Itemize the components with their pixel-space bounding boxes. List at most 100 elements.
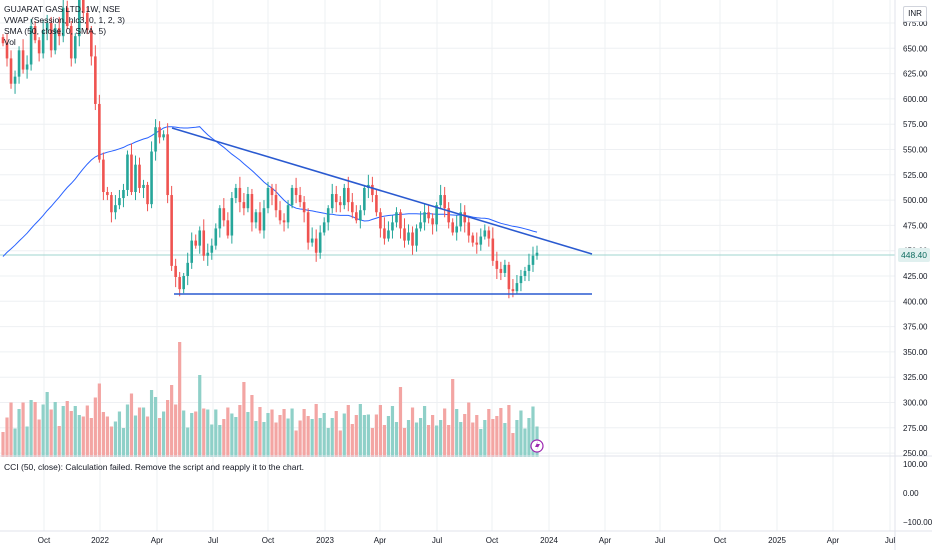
chart-legend: GUJARAT GAS LTD, 1W, NSE VWAP (Session, … <box>4 4 125 48</box>
volume-bar <box>234 417 238 457</box>
cci-tick-label: 100.00 <box>903 460 928 469</box>
candle-body <box>363 187 366 211</box>
volume-bar <box>402 428 407 457</box>
candle-body <box>491 238 495 261</box>
volume-bar <box>149 390 154 457</box>
volume-indicator-label[interactable]: Vol <box>4 37 16 47</box>
volume-bar <box>290 408 294 457</box>
volume-bar <box>523 428 527 457</box>
candle-body <box>1 37 5 44</box>
candle-body <box>130 154 133 193</box>
candle-body <box>395 212 398 223</box>
candle-body <box>411 232 414 246</box>
volume-bar <box>531 406 535 457</box>
volume-bar <box>238 405 242 457</box>
candle-body <box>194 240 198 246</box>
volume-bar <box>5 417 9 457</box>
volume-bar <box>394 422 399 457</box>
time-tick-label: 2024 <box>540 536 558 545</box>
volume-bar <box>346 405 350 457</box>
symbol-title[interactable]: GUJARAT GAS LTD, 1W, NSE <box>4 4 121 14</box>
candle-body <box>499 268 503 273</box>
candle-body <box>435 205 438 225</box>
volume-bar <box>13 428 17 457</box>
time-tick-label: Apr <box>599 536 612 545</box>
alert-icon[interactable] <box>530 439 544 453</box>
volume-bar <box>182 410 186 457</box>
candle-body <box>49 23 53 51</box>
volume-bar <box>302 409 306 457</box>
volume-bar <box>141 407 146 457</box>
candle-body <box>419 222 422 229</box>
candle-body <box>86 12 89 31</box>
candle-body <box>29 26 33 65</box>
price-tick-label: 425.00 <box>903 272 928 281</box>
candle-body <box>338 202 342 206</box>
candle-body <box>391 222 394 231</box>
volume-bar <box>431 415 435 457</box>
time-tick-label: Jul <box>208 536 218 545</box>
candle-body <box>25 64 29 70</box>
volume-bar <box>153 397 158 457</box>
volume-bar <box>174 404 178 457</box>
candle-body <box>471 235 475 243</box>
cci-tick-label: 0.00 <box>903 489 919 498</box>
candle-body <box>427 212 430 219</box>
volume-bar <box>230 413 234 457</box>
candle-body <box>302 202 306 213</box>
volume-bar <box>85 405 89 457</box>
cci-error-message: CCI (50, close): Calculation failed. Rem… <box>4 462 305 472</box>
candle-body <box>495 260 499 269</box>
volume-bar <box>487 409 491 457</box>
candle-body <box>202 230 206 256</box>
candle-body <box>298 195 302 203</box>
candle-body <box>451 222 454 233</box>
candle-body <box>106 192 109 196</box>
candle-body <box>9 58 13 84</box>
volume-bar <box>390 406 395 457</box>
vwap-indicator-label[interactable]: VWAP (Session, hlc3, 0, 1, 2, 3) <box>4 15 125 25</box>
volume-bar <box>69 411 73 457</box>
sma-indicator-label[interactable]: SMA (50, close, 0, SMA, 5) <box>4 26 107 36</box>
candle-body <box>463 212 467 223</box>
volume-bar <box>190 413 194 457</box>
price-tick-label: 300.00 <box>903 399 928 408</box>
volume-bar <box>362 415 366 457</box>
volume-bar <box>170 385 174 457</box>
candle-body <box>455 226 458 233</box>
candle-body <box>170 195 173 266</box>
candle-body <box>314 238 318 253</box>
candle-body <box>274 195 278 211</box>
candle-body <box>523 270 527 276</box>
volume-bar <box>73 406 77 457</box>
price-tick-label: 600.00 <box>903 95 928 104</box>
time-tick-label: Oct <box>262 536 275 545</box>
volume-bars <box>1 342 539 457</box>
volume-bar <box>410 407 415 457</box>
last-price-tag: 448.40 <box>898 248 930 262</box>
candle-body <box>266 187 270 209</box>
volume-bar <box>350 424 354 457</box>
currency-badge[interactable]: INR <box>903 6 927 22</box>
volume-bar <box>426 425 431 457</box>
candle-body <box>254 212 258 223</box>
volume-bar <box>117 411 122 457</box>
volume-bar <box>157 418 162 457</box>
candle-body <box>250 194 254 223</box>
volume-bar <box>45 392 49 457</box>
candle-body <box>507 264 511 290</box>
volume-bar <box>113 421 118 457</box>
price-tick-label: 650.00 <box>903 44 928 53</box>
volume-bar <box>278 415 282 457</box>
volume-bar <box>242 382 246 457</box>
volume-bar <box>186 427 190 457</box>
volume-bar <box>326 428 330 457</box>
candle-body <box>511 289 515 292</box>
candle-body <box>41 30 45 54</box>
volume-bar <box>406 420 411 457</box>
candle-body <box>33 26 37 41</box>
candle-body <box>479 236 483 245</box>
volume-bar <box>463 414 467 457</box>
price-tick-label: 675.00 <box>903 19 928 28</box>
